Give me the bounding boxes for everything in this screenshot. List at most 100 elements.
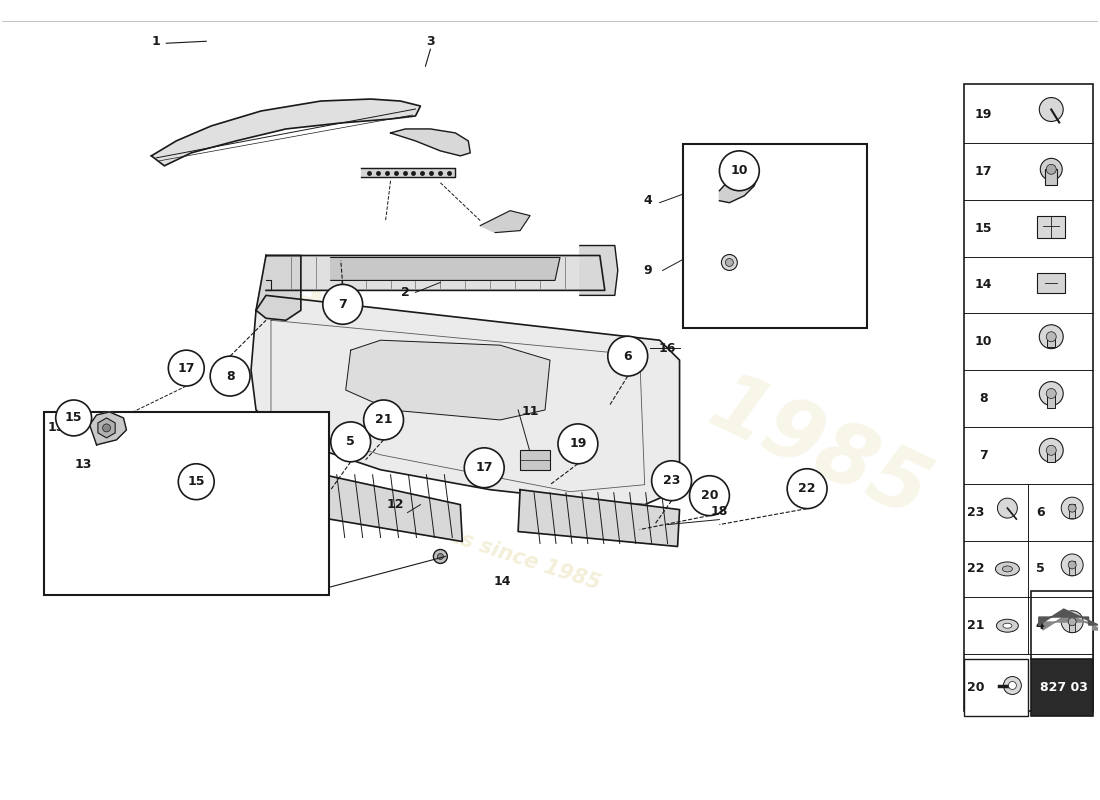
FancyBboxPatch shape [964,84,1093,711]
Ellipse shape [1003,623,1012,628]
Text: 827 03: 827 03 [1040,681,1088,694]
Text: 9: 9 [644,264,652,277]
Polygon shape [89,412,127,445]
Circle shape [56,400,91,436]
Circle shape [608,336,648,376]
Text: 22: 22 [799,482,816,495]
Text: 4: 4 [1036,619,1045,632]
Circle shape [1040,325,1064,349]
Polygon shape [251,295,680,505]
Circle shape [1046,446,1056,455]
Text: 17: 17 [975,165,992,178]
Bar [1047,450,1055,462]
Text: 12: 12 [387,498,405,511]
FancyBboxPatch shape [520,450,550,470]
Text: 18: 18 [711,505,728,518]
Circle shape [1041,158,1063,180]
Ellipse shape [996,562,1020,576]
Circle shape [1068,618,1076,626]
Circle shape [1068,504,1076,512]
Text: 7: 7 [979,449,988,462]
FancyBboxPatch shape [1032,591,1093,659]
FancyBboxPatch shape [682,144,867,328]
Circle shape [364,400,404,440]
Text: 14: 14 [494,575,510,588]
Text: 3: 3 [426,34,434,48]
Circle shape [178,464,215,500]
Circle shape [1040,98,1064,122]
Circle shape [210,356,250,396]
Polygon shape [518,490,680,546]
Ellipse shape [1002,566,1012,572]
Text: 22: 22 [967,562,984,575]
Text: 8: 8 [226,370,234,382]
Bar [1047,394,1055,409]
Circle shape [1062,554,1084,576]
Circle shape [651,461,692,501]
Text: 4: 4 [644,194,652,207]
Polygon shape [345,340,550,420]
Circle shape [558,424,597,464]
Text: 17: 17 [177,362,195,374]
Circle shape [1040,382,1064,406]
Circle shape [438,554,443,559]
Circle shape [1046,389,1056,398]
Circle shape [1046,164,1056,174]
Polygon shape [266,255,605,290]
Text: 15: 15 [187,475,205,488]
Polygon shape [331,258,560,281]
Text: 19: 19 [975,108,992,121]
Circle shape [998,498,1018,518]
Text: 15: 15 [975,222,992,234]
Text: 10: 10 [975,335,992,348]
Text: 7: 7 [339,298,348,311]
Text: a passion for parts since 1985: a passion for parts since 1985 [258,465,603,594]
Circle shape [722,254,737,270]
Text: 19: 19 [569,438,586,450]
Text: 6: 6 [1036,506,1045,518]
Text: 15: 15 [65,411,82,425]
Polygon shape [1038,609,1099,625]
Circle shape [1009,682,1016,690]
FancyBboxPatch shape [964,659,1028,716]
Circle shape [433,550,448,563]
Text: 8: 8 [979,392,988,405]
Polygon shape [361,168,455,177]
Text: 20: 20 [701,489,718,502]
Circle shape [168,350,205,386]
Polygon shape [719,163,759,202]
Text: 13: 13 [75,458,92,471]
Bar [1069,618,1075,632]
FancyBboxPatch shape [1037,216,1065,238]
Circle shape [1046,332,1056,342]
Circle shape [690,476,729,515]
Text: 11: 11 [521,406,539,418]
Bar [1045,170,1057,186]
Text: 16: 16 [659,342,676,354]
Circle shape [725,258,734,266]
Polygon shape [390,129,471,156]
Circle shape [1003,677,1022,694]
Ellipse shape [997,619,1019,632]
FancyBboxPatch shape [1032,659,1093,716]
Polygon shape [152,99,420,166]
Polygon shape [1043,614,1100,630]
Bar [1069,504,1075,518]
Text: 1985: 1985 [696,364,942,535]
Text: 20: 20 [967,681,984,694]
Polygon shape [301,470,462,542]
Text: 14: 14 [975,278,992,291]
Circle shape [331,422,371,462]
Bar [1069,561,1075,575]
Text: 15: 15 [48,422,66,434]
Text: 21: 21 [967,619,984,632]
Bar [1047,337,1055,346]
Text: 23: 23 [663,474,680,487]
Text: 1: 1 [152,34,161,48]
Text: 17: 17 [475,462,493,474]
Circle shape [1062,497,1084,519]
Text: eurocarparts: eurocarparts [273,264,689,476]
Circle shape [464,448,504,488]
Polygon shape [256,255,301,320]
Text: 6: 6 [624,350,632,362]
